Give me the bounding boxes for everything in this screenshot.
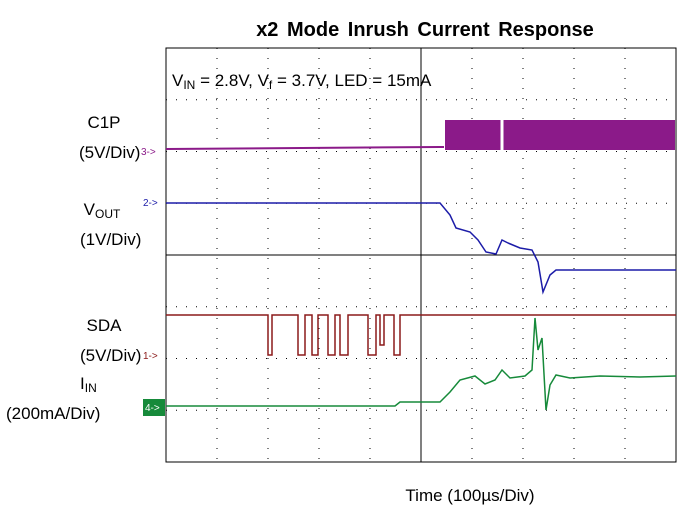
trace-iin (166, 317, 677, 411)
cond-sub: f (269, 78, 273, 92)
channel-name: C1P (87, 113, 120, 132)
trace-c1p (165, 146, 444, 150)
cond-part: V (172, 71, 184, 90)
name-part: I (80, 374, 85, 393)
channel-marker: 2-> (143, 198, 158, 209)
trace-c1p-switching (445, 120, 675, 150)
channel-marker: 3-> (141, 147, 156, 158)
cond-sub: IN (183, 78, 195, 92)
name-sub: OUT (95, 207, 121, 221)
trace-sda (166, 314, 676, 356)
cond-part: = 2.8V, V (195, 71, 269, 90)
channel-marker: 1-> (143, 351, 158, 362)
x-axis-label: Time (100µs/Div) (405, 486, 534, 505)
channel-scale: (200mA/Div) (6, 404, 100, 423)
name-sub: IN (85, 381, 97, 395)
channel-name: IIN (80, 374, 97, 395)
channel-name: SDA (87, 316, 123, 335)
channel-marker: 4-> (145, 403, 160, 414)
trace-vout (166, 202, 676, 295)
cond-part: = 3.7V, LED = 15mA (272, 71, 432, 90)
channel-scale: (5V/Div) (79, 143, 140, 162)
channel-scale: (5V/Div) (80, 346, 141, 365)
channel-name: VOUT (84, 200, 121, 221)
marker-box (143, 399, 165, 416)
title: x2 Mode Inrush Current Response (256, 19, 594, 41)
channel-scale: (1V/Div) (80, 230, 141, 249)
conditions: VIN = 2.8V, Vf = 3.7V, LED = 15mA (172, 71, 432, 92)
name-part: V (84, 200, 96, 219)
